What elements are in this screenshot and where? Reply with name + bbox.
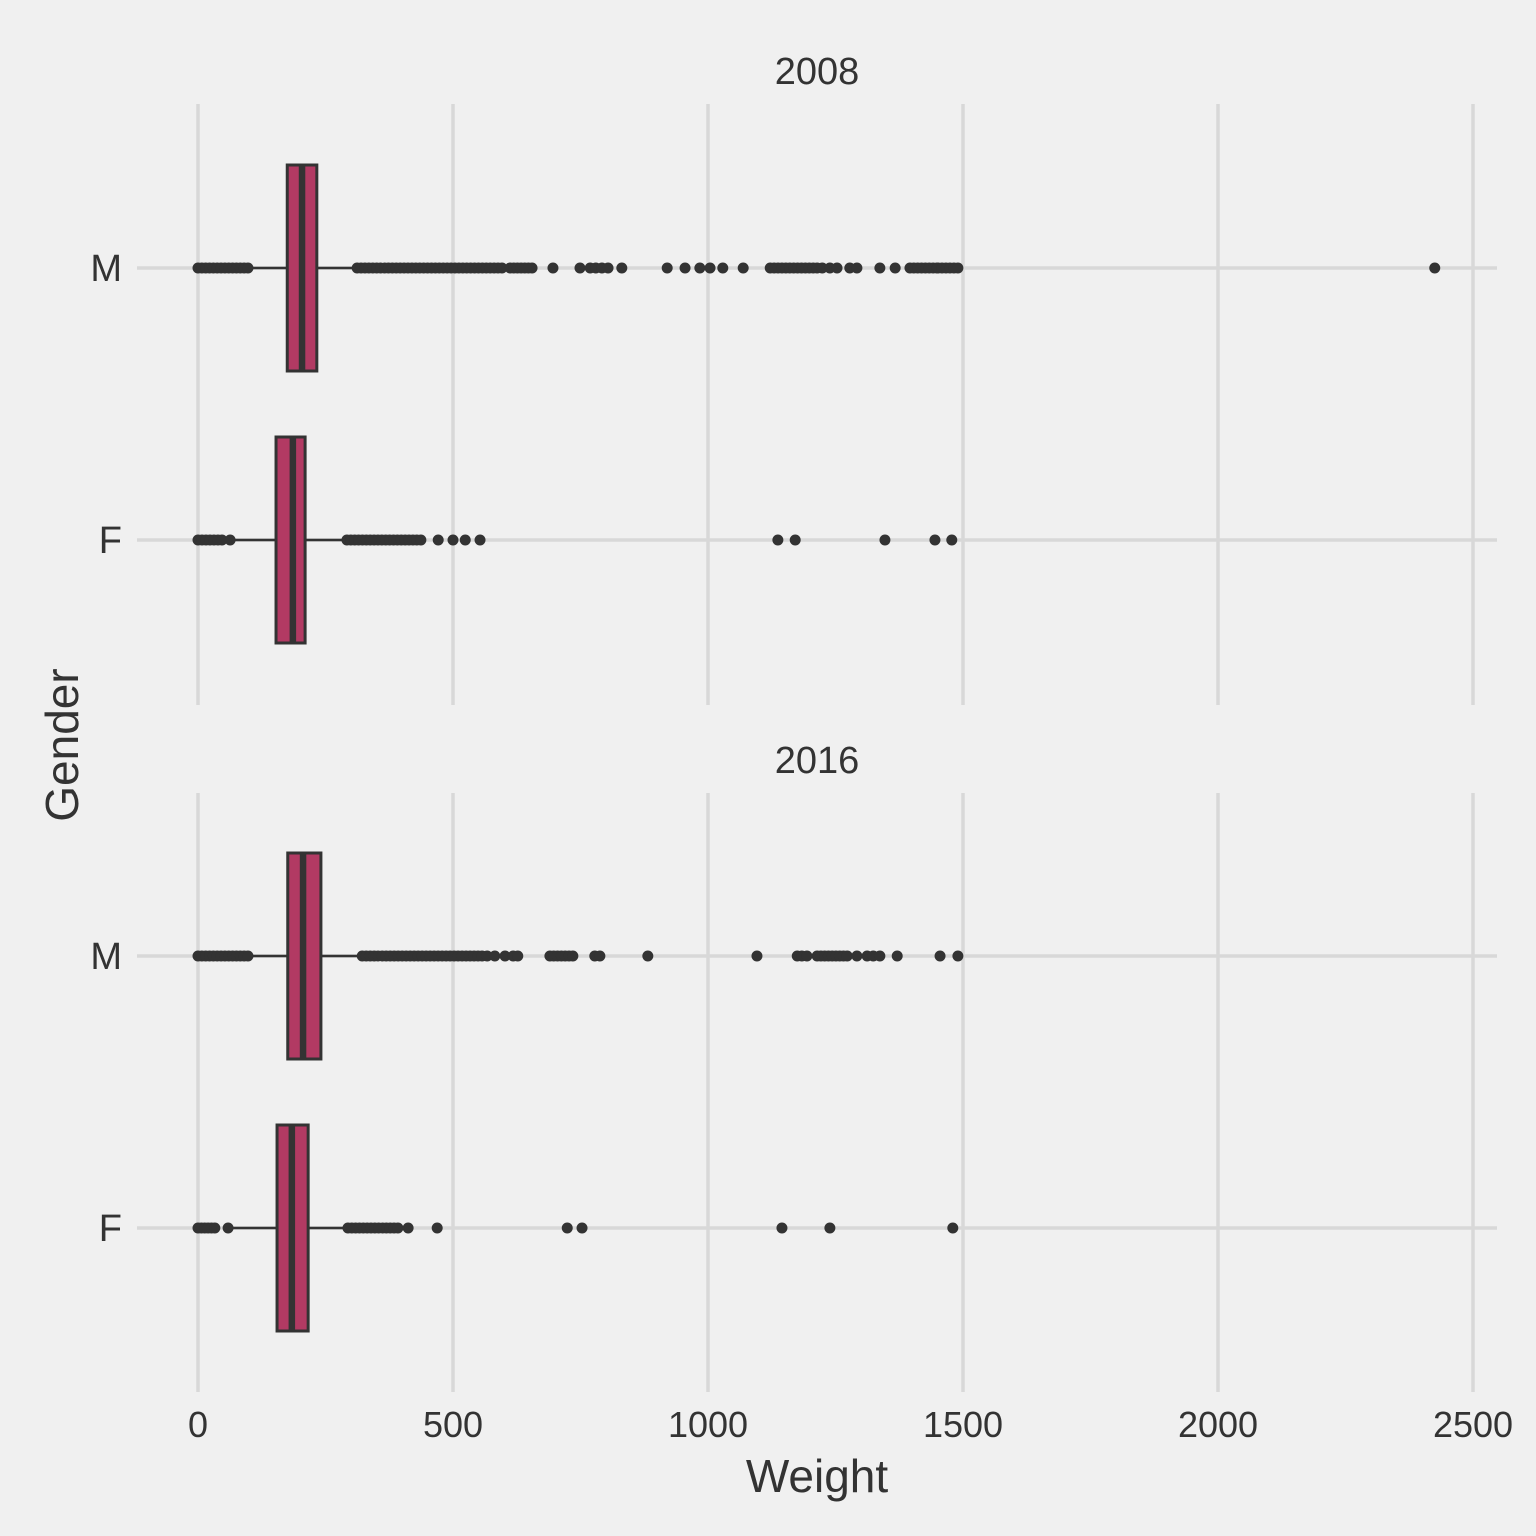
outlier-point [679,262,691,274]
x-tick-label-500: 500 [423,1404,483,1445]
outlier-point [512,950,524,962]
outlier-point [209,1222,221,1234]
outlier-point [717,262,729,274]
outlier-point [616,262,628,274]
x-tick-label-2500: 2500 [1433,1404,1513,1445]
outlier-point [224,534,236,546]
x-tick-label-0: 0 [188,1404,208,1445]
outlier-point [459,534,471,546]
y-tick-label-M: M [90,248,122,290]
outlier-point [704,262,716,274]
outlier-point [547,262,559,274]
x-axis-title: Weight [746,1450,889,1502]
outlier-point [526,262,538,274]
outlier-point [952,262,964,274]
x-tick-label-1500: 1500 [923,1404,1003,1445]
outlier-point [789,534,801,546]
outlier-point [447,534,459,546]
outlier-point [642,950,654,962]
outlier-point [594,950,606,962]
outlier-point [481,950,493,962]
facet-strip-title: 2008 [775,51,860,93]
outlier-point [574,262,586,274]
facet-strip-title: 2016 [775,740,860,782]
outlier-point [879,534,891,546]
outlier-point [432,534,444,546]
y-tick-label-F: F [99,520,122,562]
outlier-point [874,262,886,274]
outlier-point [934,950,946,962]
outlier-point [737,262,749,274]
x-tick-label-2000: 2000 [1178,1404,1258,1445]
y-axis-title: Gender [36,668,88,821]
y-tick-label-F: F [99,1208,122,1250]
outlier-point [801,950,813,962]
outlier-point [489,950,501,962]
outlier-point [567,950,579,962]
outlier-point [415,534,427,546]
outlier-point [824,1222,836,1234]
outlier-point [431,1222,443,1234]
outlier-point [242,950,254,962]
outlier-point [222,1222,234,1234]
outlier-point [474,534,486,546]
outlier-point [776,1222,788,1234]
outlier-point [952,950,964,962]
outlier-point [929,534,941,546]
outlier-point [242,262,254,274]
outlier-point [816,262,828,274]
outlier-point [602,262,614,274]
outlier-point [891,950,903,962]
y-tick-label-M: M [90,936,122,978]
outlier-point [694,262,706,274]
outlier-point [841,950,853,962]
outlier-point [947,1222,959,1234]
outlier-point [851,262,863,274]
outlier-point [772,534,784,546]
outlier-point [874,950,886,962]
outlier-point [402,1222,414,1234]
outlier-point [1429,262,1441,274]
outlier-point [661,262,673,274]
outlier-point [561,1222,573,1234]
outlier-point [831,262,843,274]
outlier-point [392,1222,404,1234]
outlier-point [496,262,508,274]
outlier-point [851,950,863,962]
outlier-point [576,1222,588,1234]
outlier-point [946,534,958,546]
x-tick-label-1000: 1000 [668,1404,748,1445]
outlier-point [216,534,228,546]
outlier-point [499,950,511,962]
outlier-point [751,950,763,962]
outlier-point [889,262,901,274]
